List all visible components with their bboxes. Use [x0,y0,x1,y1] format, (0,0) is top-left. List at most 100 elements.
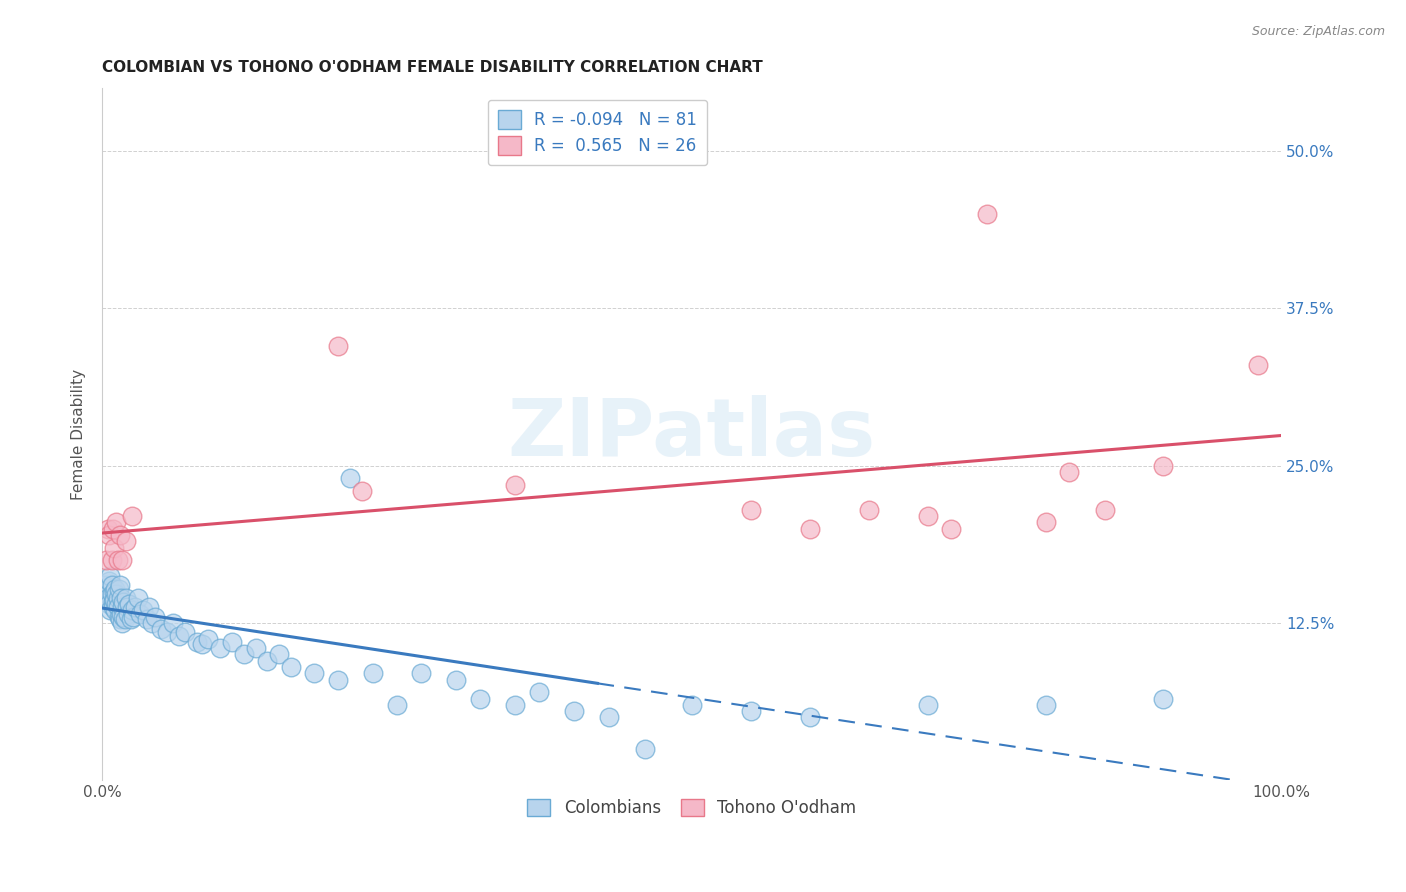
Point [127,591,149,605]
Point [1057,465,1080,479]
Point [97,522,120,536]
Point [107,553,129,567]
Point [209,641,232,656]
Point [156,624,179,639]
Point [1153,691,1175,706]
Point [326,339,349,353]
Point [117,607,139,622]
Point [107,609,129,624]
Point [121,509,143,524]
Point [350,483,373,498]
Point [385,698,408,712]
Point [94,584,117,599]
Point [97,582,120,596]
Point [167,629,190,643]
Point [917,509,939,524]
Point [858,503,880,517]
Point [256,654,278,668]
Point [280,660,302,674]
Point [121,603,143,617]
Point [143,609,166,624]
Point [105,587,128,601]
Point [326,673,349,687]
Point [111,599,134,614]
Point [740,704,762,718]
Point [111,553,134,567]
Point [120,612,142,626]
Point [799,710,821,724]
Y-axis label: Female Disability: Female Disability [72,368,86,500]
Point [136,612,159,626]
Point [124,599,146,614]
Point [150,623,173,637]
Point [1247,358,1270,372]
Point [468,691,491,706]
Point [681,698,703,712]
Point [100,553,122,567]
Point [138,599,160,614]
Point [129,607,152,622]
Point [101,599,124,614]
Point [122,609,145,624]
Point [97,591,120,605]
Point [100,603,122,617]
Point [105,597,128,611]
Point [112,609,135,624]
Legend: Colombians, Tohono O'odham: Colombians, Tohono O'odham [520,792,863,824]
Point [101,594,124,608]
Point [98,528,121,542]
Point [1153,458,1175,473]
Text: ZIPatlas: ZIPatlas [508,395,876,474]
Point [799,522,821,536]
Point [409,666,432,681]
Point [173,624,195,639]
Point [221,635,243,649]
Point [100,587,122,601]
Point [304,666,326,681]
Point [107,582,129,596]
Point [527,685,550,699]
Point [100,578,122,592]
Point [141,615,163,630]
Text: COLOMBIAN VS TOHONO O'ODHAM FEMALE DISABILITY CORRELATION CHART: COLOMBIAN VS TOHONO O'ODHAM FEMALE DISAB… [103,60,763,75]
Point [104,582,127,596]
Point [110,591,132,605]
Point [363,666,385,681]
Point [101,522,124,536]
Point [197,632,219,647]
Point [1035,698,1057,712]
Point [105,516,128,530]
Point [104,603,127,617]
Point [112,594,135,608]
Point [114,612,136,626]
Point [107,591,129,605]
Point [267,648,290,662]
Point [1094,503,1116,517]
Point [103,593,125,607]
Point [245,641,267,656]
Point [162,615,184,630]
Text: Source: ZipAtlas.com: Source: ZipAtlas.com [1251,25,1385,38]
Point [111,615,134,630]
Point [191,637,214,651]
Point [1035,516,1057,530]
Point [917,698,939,712]
Point [114,534,136,549]
Point [110,607,132,622]
Point [108,528,131,542]
Point [107,599,129,614]
Point [103,584,125,599]
Point [503,477,526,491]
Point [96,587,118,601]
Point [562,704,585,718]
Point [132,603,155,617]
Point [98,597,121,611]
Point [598,710,620,724]
Point [118,597,141,611]
Point [976,207,998,221]
Point [740,503,762,517]
Point [98,574,121,589]
Point [108,578,131,592]
Point [115,599,138,614]
Point [114,591,136,605]
